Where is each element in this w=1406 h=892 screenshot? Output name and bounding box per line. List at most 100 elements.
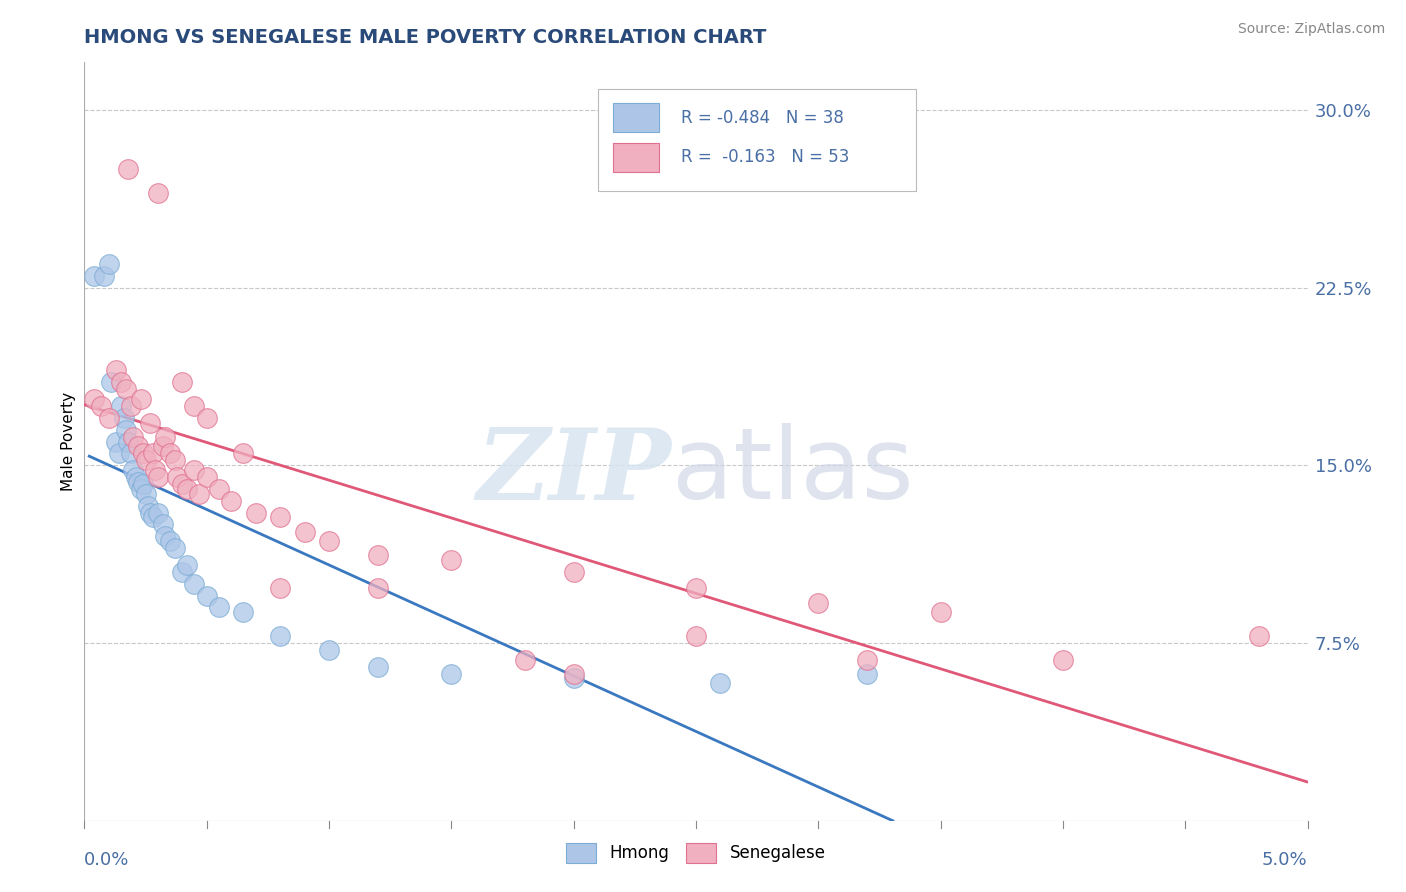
Point xyxy=(153,529,176,543)
Point xyxy=(245,506,267,520)
Point xyxy=(135,453,157,467)
Text: HMONG VS SENEGALESE MALE POVERTY CORRELATION CHART: HMONG VS SENEGALESE MALE POVERTY CORRELA… xyxy=(84,28,766,47)
Point xyxy=(146,506,169,520)
Point xyxy=(440,553,463,567)
Point xyxy=(172,565,194,579)
Point xyxy=(132,446,155,460)
Point xyxy=(195,589,218,603)
Point xyxy=(90,399,112,413)
Point xyxy=(232,446,254,460)
Point xyxy=(122,430,145,444)
Point xyxy=(105,363,128,377)
Text: atlas: atlas xyxy=(672,424,912,520)
Text: Source: ZipAtlas.com: Source: ZipAtlas.com xyxy=(1237,22,1385,37)
Point xyxy=(152,517,174,532)
Point xyxy=(172,477,194,491)
Point xyxy=(97,410,120,425)
Point xyxy=(562,565,585,579)
Text: ZIP: ZIP xyxy=(477,424,672,520)
Point xyxy=(513,652,536,666)
Point xyxy=(440,666,463,681)
Point xyxy=(115,383,138,397)
Point xyxy=(97,257,120,271)
Point xyxy=(159,534,181,549)
Point xyxy=(100,376,122,390)
Point xyxy=(709,676,731,690)
Point xyxy=(110,399,132,413)
Point xyxy=(110,376,132,390)
Point xyxy=(318,643,340,657)
Point xyxy=(232,605,254,619)
Point xyxy=(367,548,389,563)
Point xyxy=(269,510,291,524)
FancyBboxPatch shape xyxy=(598,89,917,191)
Point xyxy=(136,499,159,513)
Point xyxy=(132,477,155,491)
Point xyxy=(1052,652,1074,666)
Point xyxy=(142,510,165,524)
Point xyxy=(807,596,830,610)
Point xyxy=(117,434,139,449)
Point xyxy=(1247,629,1270,643)
Point xyxy=(208,600,231,615)
Point xyxy=(93,268,115,283)
Point xyxy=(152,439,174,453)
Point xyxy=(146,470,169,484)
Point xyxy=(367,582,389,596)
Point xyxy=(159,446,181,460)
FancyBboxPatch shape xyxy=(613,103,659,132)
Point xyxy=(139,416,162,430)
Point xyxy=(117,162,139,177)
Point xyxy=(195,470,218,484)
Point xyxy=(562,672,585,686)
Point xyxy=(135,486,157,500)
Point xyxy=(112,410,135,425)
Point xyxy=(294,524,316,539)
Point xyxy=(153,430,176,444)
Point xyxy=(269,582,291,596)
Point xyxy=(183,399,205,413)
Point xyxy=(142,446,165,460)
Point xyxy=(83,392,105,406)
Point xyxy=(183,463,205,477)
Point xyxy=(146,186,169,200)
Point xyxy=(219,493,242,508)
Y-axis label: Male Poverty: Male Poverty xyxy=(60,392,76,491)
Point xyxy=(166,470,188,484)
Point xyxy=(208,482,231,496)
Point xyxy=(129,482,152,496)
Point xyxy=(143,463,166,477)
Point xyxy=(115,423,138,437)
Point xyxy=(107,446,129,460)
Point xyxy=(562,666,585,681)
Point xyxy=(318,534,340,549)
Point xyxy=(105,434,128,449)
Point xyxy=(163,453,186,467)
Text: 0.0%: 0.0% xyxy=(84,851,129,869)
Text: 5.0%: 5.0% xyxy=(1263,851,1308,869)
Point xyxy=(685,629,707,643)
Point xyxy=(163,541,186,556)
Text: R = -0.484   N = 38: R = -0.484 N = 38 xyxy=(682,109,844,127)
Point xyxy=(120,446,142,460)
Point xyxy=(129,392,152,406)
Point xyxy=(856,652,879,666)
Legend: Hmong, Senegalese: Hmong, Senegalese xyxy=(560,837,832,869)
Point xyxy=(122,463,145,477)
Point xyxy=(195,410,218,425)
Point xyxy=(269,629,291,643)
Point xyxy=(367,659,389,673)
Point xyxy=(139,506,162,520)
Point xyxy=(83,268,105,283)
Point xyxy=(856,666,879,681)
FancyBboxPatch shape xyxy=(613,143,659,171)
Point xyxy=(172,376,194,390)
Point xyxy=(929,605,952,619)
Point xyxy=(127,475,149,489)
Point xyxy=(125,470,148,484)
Point xyxy=(685,582,707,596)
Point xyxy=(127,439,149,453)
Text: R =  -0.163   N = 53: R = -0.163 N = 53 xyxy=(682,148,849,166)
Point xyxy=(188,486,211,500)
Point xyxy=(120,399,142,413)
